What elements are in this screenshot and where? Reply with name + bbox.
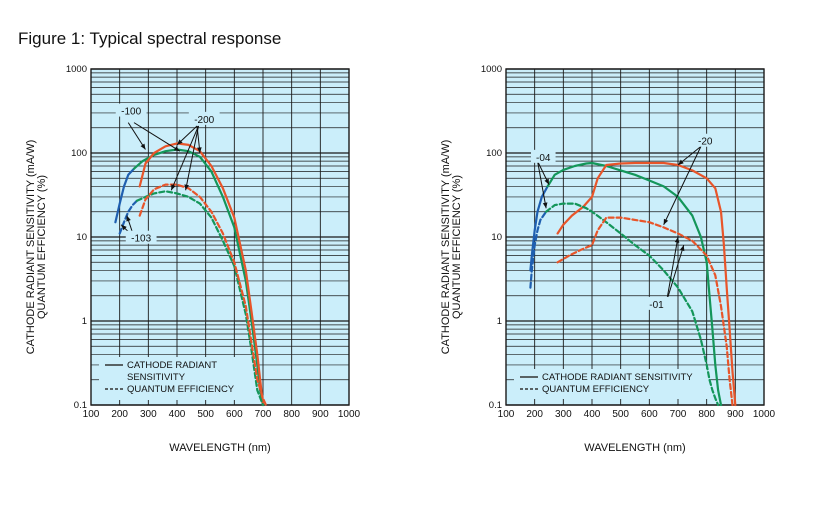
annotation-bg: [125, 230, 157, 244]
annotation-bg: [188, 111, 220, 125]
arrow-head: [140, 143, 146, 150]
plot-frame: [90, 68, 350, 406]
annotation-label: -200: [194, 115, 214, 126]
annotation-arrow: [185, 125, 199, 191]
y-tick-label: 100: [486, 148, 502, 159]
annotation-arrow: [666, 244, 685, 302]
legend-box: [99, 357, 259, 400]
annotation-label: -20: [698, 137, 713, 148]
x-tick-label: 600: [226, 409, 243, 420]
annotation-arrow: [537, 161, 547, 209]
arrow-head: [544, 178, 549, 185]
annotation-arrow: [666, 236, 679, 302]
y-tick-label: 10: [76, 232, 87, 243]
y-tick-label: 1000: [66, 64, 87, 75]
y-axis-label-line2: QUANTUM EFFICIENCY (%): [36, 175, 48, 319]
x-tick-label: 200: [111, 409, 128, 420]
legend-dashed-label: QUANTUM EFFICIENCY: [127, 384, 235, 395]
x-tick-label: 100: [498, 409, 515, 420]
series-line: [544, 202, 720, 407]
arrow-head: [542, 202, 548, 209]
x-tick-label: 800: [283, 409, 300, 420]
arrow-head: [678, 159, 684, 165]
x-tick-label: 200: [526, 409, 543, 420]
series-line: [135, 190, 265, 407]
x-tick-label: 900: [312, 409, 329, 420]
legend-solid-label: SENSITIVITY: [127, 372, 186, 383]
x-tick-label: 1000: [753, 409, 776, 420]
series-line: [132, 148, 265, 407]
arrow-head: [121, 224, 127, 231]
legend-dashed-label: QUANTUM EFFICIENCY: [542, 384, 650, 395]
series-line: [529, 185, 549, 272]
y-tick-label: 0.1: [74, 400, 87, 411]
legend-box: [514, 369, 709, 399]
arrow-head: [663, 218, 669, 225]
annotation-bg: [115, 103, 147, 117]
annotation-label: -01: [649, 300, 664, 311]
x-tick-label: 500: [197, 409, 214, 420]
y-axis-label-line1: CATHODE RADIANT SENSITIVITY (mA/W): [25, 140, 37, 355]
arrow-head: [177, 139, 183, 145]
arrow-head: [171, 184, 176, 191]
y-tick-label: 1: [497, 316, 502, 327]
legend-solid-label: CATHODE RADIANT SENSITIVITY: [542, 372, 693, 383]
x-tick-label: 700: [255, 409, 272, 420]
series-line: [556, 161, 737, 407]
arrow-head: [679, 245, 685, 252]
x-axis-label: WAVELENGTH (nm): [169, 442, 270, 454]
arrow-head: [184, 184, 189, 191]
x-tick-label: 900: [727, 409, 744, 420]
y-axis-label-line1: CATHODE RADIANT SENSITIVITY (mA/W): [440, 140, 452, 355]
figure-title: Figure 1: Typical spectral response: [18, 29, 282, 48]
y-axis-label-line2: QUANTUM EFFICIENCY (%): [451, 175, 463, 319]
series-line: [114, 167, 136, 224]
plot-frame: [505, 68, 765, 406]
series-line: [556, 216, 734, 407]
x-axis-label: WAVELENGTH (nm): [584, 442, 685, 454]
series-line: [138, 142, 265, 407]
y-tick-label: 1000: [481, 64, 502, 75]
series-line: [546, 161, 723, 407]
annotation-label: -04: [536, 153, 551, 164]
annotation-label: -100: [121, 107, 141, 118]
x-tick-label: 300: [555, 409, 572, 420]
annotation-arrow: [133, 122, 181, 152]
annotation-arrow: [663, 146, 702, 225]
arrow-head: [674, 237, 680, 243]
x-tick-label: 300: [140, 409, 157, 420]
x-tick-label: 600: [641, 409, 658, 420]
y-tick-label: 100: [71, 148, 87, 159]
x-tick-label: 400: [584, 409, 601, 420]
series-line: [529, 210, 548, 289]
x-tick-label: 800: [698, 409, 715, 420]
annotation-label: -103: [131, 234, 151, 245]
x-tick-label: 100: [83, 409, 100, 420]
x-tick-label: 400: [169, 409, 186, 420]
arrow-head: [197, 147, 202, 153]
annotation-arrow: [170, 125, 199, 191]
y-tick-label: 0.1: [489, 400, 502, 411]
x-tick-label: 500: [612, 409, 629, 420]
annotation-bg: [530, 149, 556, 163]
annotation-bg: [692, 133, 718, 147]
legend-solid-label: CATHODE RADIANT: [127, 360, 217, 371]
series-line: [138, 183, 267, 407]
y-tick-label: 10: [491, 232, 502, 243]
annotation-bg: [644, 296, 669, 310]
x-tick-label: 700: [670, 409, 687, 420]
y-tick-label: 1: [82, 316, 87, 327]
x-tick-label: 1000: [338, 409, 361, 420]
arrow-head: [173, 146, 180, 152]
arrow-head: [126, 215, 131, 222]
